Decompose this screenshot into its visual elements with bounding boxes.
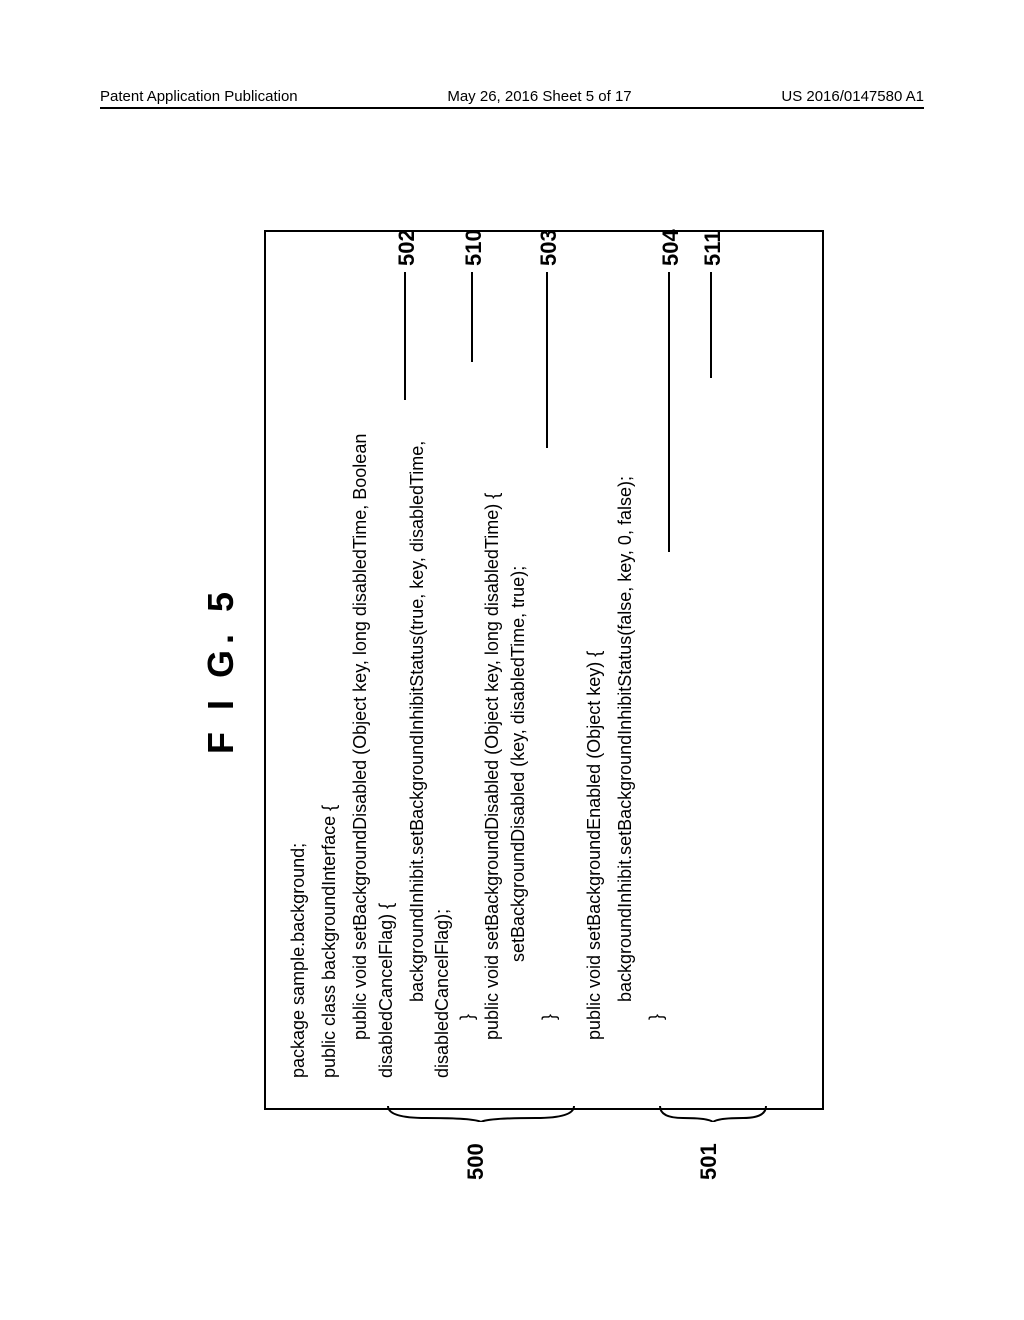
- header-right: US 2016/0147580 A1: [781, 88, 924, 105]
- ref-number-511: 511: [698, 231, 729, 267]
- ref-number-502: 502: [392, 229, 423, 266]
- code-line: package sample.background;: [286, 254, 311, 1078]
- leader-line: [471, 272, 473, 362]
- code-line: backgroundInhibit.setBackgroundInhibitSt…: [405, 254, 430, 1078]
- figure-title: F I G. 5: [200, 230, 242, 1110]
- code-line: }: [644, 254, 669, 1078]
- code-line: }: [455, 254, 480, 1078]
- brace-icon: [658, 1102, 768, 1122]
- leader-line: [546, 272, 548, 448]
- code-line: disabledCancelFlag);: [430, 254, 455, 1078]
- code-line: setBackgroundDisabled (key, disabledTime…: [506, 254, 531, 1078]
- header-center: May 26, 2016 Sheet 5 of 17: [447, 88, 631, 105]
- ref-number-504: 504: [656, 229, 687, 266]
- code-line: public void setBackgroundDisabled (Objec…: [348, 254, 373, 1078]
- leader-line: [710, 272, 712, 378]
- leader-line: [668, 272, 670, 552]
- ref-number-501: 501: [694, 1143, 725, 1180]
- code-line: backgroundInhibit.setBackgroundInhibitSt…: [613, 254, 638, 1078]
- figure-stage: F I G. 5 package sample.background; publ…: [200, 230, 824, 1110]
- header-left: Patent Application Publication: [100, 88, 298, 105]
- ref-number-500: 500: [461, 1143, 492, 1180]
- ref-number-503: 503: [534, 229, 565, 266]
- page-header: Patent Application Publication May 26, 2…: [100, 88, 924, 109]
- code-line: }: [537, 254, 562, 1078]
- leader-line: [404, 272, 406, 400]
- code-frame: package sample.background; public class …: [264, 230, 824, 1110]
- code-line: public void setBackgroundDisabled (Objec…: [480, 254, 505, 1078]
- code-line: public void setBackgroundEnabled (Object…: [582, 254, 607, 1078]
- ref-number-510: 510: [459, 229, 490, 266]
- code-line: public class backgroundInterface {: [317, 254, 342, 1078]
- brace-icon: [386, 1102, 576, 1122]
- code-line: disabledCancelFlag) {: [374, 254, 399, 1078]
